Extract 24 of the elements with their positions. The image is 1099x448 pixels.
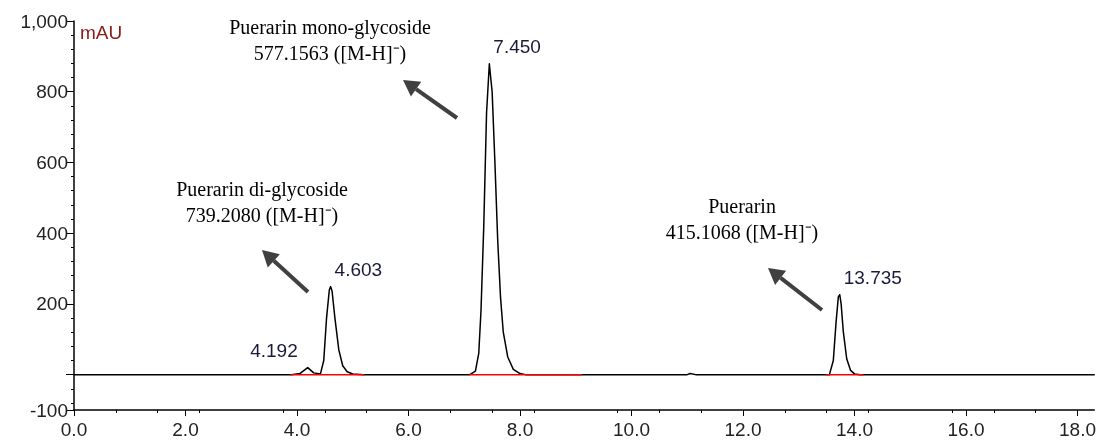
annotation: 4.603 [334,258,383,280]
x-tick-label: 6.0 [395,419,422,440]
annotation: 13.735 [843,266,902,288]
x-tick-label: 0.0 [60,419,88,440]
annotation: Puerarin di-glycoside 739.2080 ([M-H]⁻) [176,178,348,227]
annotation: Puerarin 415.1068 ([M-H]⁻) [665,195,819,244]
y-tick-label: 400 [36,222,68,244]
x-tick-label: 8.0 [506,419,534,440]
y-axis-title: mAU [80,22,123,43]
y-tick-label: -100 [29,399,68,421]
annotation: 7.450 [493,35,541,57]
x-tick-label: 12.0 [724,419,762,440]
y-tick-label: 600 [36,151,68,173]
y-tick-label: 1,000 [20,10,68,32]
x-tick-label: 10.0 [613,419,650,440]
x-tick-label: 4.0 [283,419,311,440]
annotation: Puerarin mono-glycoside 577.1563 ([M-H]⁻) [229,16,431,65]
x-tick-label: 14.0 [836,419,873,440]
x-tick-label: 2.0 [172,419,199,440]
y-tick-label: 800 [36,81,68,103]
y-tick-label: 200 [36,293,68,315]
x-tick-label: 18.0 [1059,419,1096,440]
annotation: 4.192 [250,339,298,361]
x-tick-label: 16.0 [947,419,985,440]
